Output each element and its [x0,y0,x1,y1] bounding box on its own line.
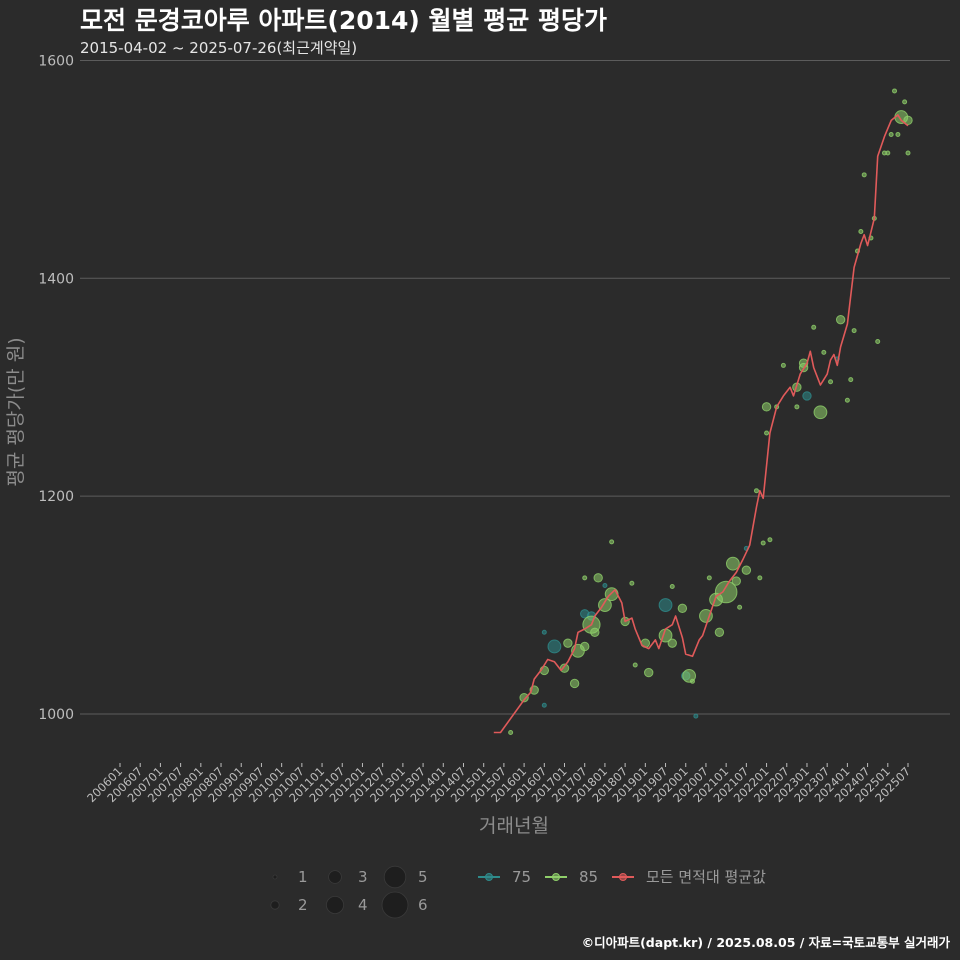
y-tick-label: 1400 [38,271,74,287]
point-75-1 [541,629,547,635]
point-85-18 [632,662,638,668]
point-85-63 [885,150,891,156]
point-75-6 [658,598,673,612]
point-85-33 [731,576,741,586]
source-caption: ©디아파트(dapt.kr) / 2025.08.05 / 자료=국토교통부 실… [582,935,951,950]
size-legend-circle-2 [270,900,280,910]
legend-swatch-dot [552,873,560,881]
chart-title: 모전 문경코아루 아파트(2014) 월별 평균 평당가 [80,6,607,35]
point-85-5 [563,638,573,648]
point-85-69 [903,115,913,126]
point-85-0 [508,730,514,736]
point-85-51 [828,379,834,385]
size-legend-label: 5 [418,868,428,886]
point-85-12 [593,573,603,583]
point-85-43 [780,362,786,368]
point-75-0 [541,702,547,708]
size-legend-circle-5 [383,865,407,889]
point-75-10 [802,391,812,401]
size-legend-label: 4 [358,896,368,914]
average-line [493,114,909,734]
point-85-66 [895,132,901,138]
chart-subtitle: 2015-04-02 ~ 2025-07-26(최근계약일) [80,39,357,57]
point-85-30 [714,627,725,637]
point-75-2 [547,639,562,654]
y-axis-title: 평균 평당가(만 원) [5,337,27,486]
size-legend-circle-6 [381,891,409,919]
legend-swatch-dot [619,873,627,881]
point-85-53 [844,397,850,403]
x-axis-title: 거래년월 [479,815,549,837]
size-legend-circle-1 [272,874,278,880]
point-85-27 [699,609,713,623]
size-legend-label: 3 [358,868,368,886]
point-85-11 [590,627,600,637]
point-85-49 [813,405,828,420]
y-tick-label: 1200 [38,489,74,505]
point-75-5 [602,582,608,588]
point-85-58 [861,172,867,178]
data-points [508,88,913,736]
point-85-17 [629,580,635,586]
legend-label: 모든 면적대 평균값 [646,868,766,886]
point-85-1 [519,692,529,703]
point-85-68 [902,99,908,105]
point-85-38 [760,540,766,546]
point-85-28 [706,575,712,581]
point-85-37 [757,575,763,581]
point-85-40 [761,402,772,412]
point-85-44 [794,404,800,410]
point-85-70 [905,150,911,156]
point-85-8 [580,641,590,652]
x-axis-ticks: 2006012006072007012007072008012008072009… [84,763,913,805]
point-85-26 [689,678,695,684]
y-tick-label: 1000 [38,707,74,723]
legend-label: 75 [512,868,531,886]
point-85-34 [737,604,743,610]
point-75-8 [693,713,699,719]
point-85-57 [858,228,864,234]
point-85-6 [569,678,580,689]
point-85-64 [888,132,894,138]
size-legend-circle-3 [328,870,342,884]
point-85-41 [767,537,773,543]
point-85-22 [667,638,677,648]
size-legend-circle-4 [325,896,344,915]
point-85-15 [609,539,615,545]
point-85-65 [892,88,898,94]
point-85-36 [753,488,759,494]
point-85-9 [582,575,588,581]
point-85-50 [821,349,827,355]
point-85-52 [835,314,846,325]
legend-swatch-dot [485,873,493,881]
point-85-35 [741,565,752,575]
point-85-24 [677,603,688,614]
y-axis-ticks: 1000 1200 1400 1600 [38,53,74,723]
point-85-31 [714,580,738,604]
y-tick-label: 1600 [38,53,74,69]
point-85-20 [644,667,654,678]
series-legend: 75 85 모든 면적대 평균값 [478,868,766,886]
point-85-55 [851,328,857,334]
average-line-path [493,114,909,734]
point-85-39 [764,430,770,436]
gridlines [80,59,950,715]
size-legend-label: 1 [298,868,308,886]
size-legend-label: 2 [298,896,308,914]
point-85-54 [848,377,854,383]
legend-label: 85 [579,868,598,886]
size-legend-label: 6 [418,896,428,914]
point-85-23 [669,584,675,590]
point-85-61 [875,338,881,344]
point-85-32 [725,556,740,571]
point-85-48 [811,324,817,330]
size-legend: 1 2 3 4 5 6 [270,865,428,919]
